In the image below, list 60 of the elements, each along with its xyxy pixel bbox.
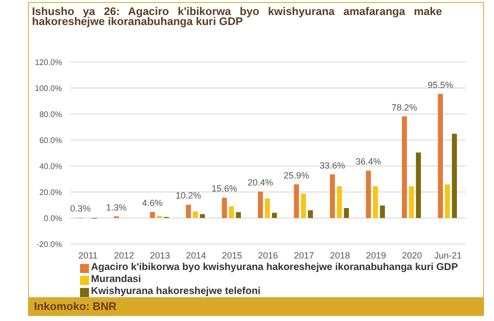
y-tick-label: 20.0%: [39, 188, 62, 197]
bar: [228, 206, 234, 218]
x-tick-label: 2012: [114, 250, 134, 260]
bar: [408, 186, 414, 218]
x-tick-label: 2015: [222, 250, 242, 260]
bar: [330, 174, 335, 218]
bar: [258, 191, 263, 218]
data-label: 0.3%: [70, 204, 91, 214]
bar: [308, 210, 313, 218]
x-tick-label: 2018: [330, 250, 350, 260]
x-tick-label: 2017: [294, 250, 314, 260]
bar: [416, 152, 421, 218]
bar: [236, 212, 241, 218]
bar: [402, 116, 407, 218]
x-tick-label: 2013: [150, 250, 170, 260]
bar: [380, 206, 385, 218]
text: Inkomoko: BNR: [28, 298, 484, 316]
x-tick-label: 2019: [366, 250, 386, 260]
data-label: 25.9%: [284, 170, 310, 180]
data-label: 4.6%: [142, 198, 163, 208]
data-label: 78.2%: [392, 102, 418, 112]
y-tick-label: 100.0%: [34, 84, 62, 93]
bar: [186, 204, 191, 218]
bar: [344, 208, 349, 218]
data-label: 20.4%: [248, 177, 274, 188]
data-label: 15.6%: [212, 184, 238, 194]
x-tick-label: 2014: [186, 250, 206, 260]
x-tick-label: 2011: [78, 250, 98, 260]
bar: [264, 198, 270, 218]
data-label: 1.3%: [106, 202, 127, 212]
x-tick-label: 2020: [402, 250, 422, 260]
data-label: 36.4%: [356, 156, 382, 167]
chart-title: Ishusho ya 26: Agaciro k'ibikorwa byo kwishyurana amafaranga make hakoreshejwe ikoranabuhanga kuri GDP: [32, 6, 442, 28]
x-tick-label: Jun-21: [434, 250, 462, 260]
bar: [444, 184, 450, 218]
bar: [452, 134, 457, 218]
y-tick-label: 120.0%: [34, 58, 62, 67]
bar: [192, 212, 198, 218]
bar: [200, 214, 205, 218]
bar: [294, 184, 299, 218]
legend-label: Murandasi: [91, 274, 142, 286]
bar: [272, 212, 277, 218]
data-label: 95.5%: [428, 80, 454, 90]
y-tick-label: 40.0%: [39, 162, 62, 171]
bar: [336, 186, 342, 218]
y-tick-label: 60.0%: [39, 136, 62, 145]
y-tick-label: -20.0%: [36, 240, 62, 249]
y-tick-label: 80.0%: [39, 110, 62, 119]
bar: [150, 212, 155, 218]
bar: [222, 198, 227, 218]
y-tick-label: 0.0%: [44, 214, 62, 223]
data-label: 33.6%: [320, 160, 346, 170]
bar: [438, 94, 443, 218]
bar: [300, 194, 306, 218]
bar: [372, 186, 378, 218]
bar: [366, 170, 371, 218]
x-tick-label: 2016: [258, 250, 278, 260]
data-label: 10.2%: [176, 190, 202, 201]
legend-label: Agaciro k'ibikorwa byo kwishyurana hakoreshejwe ikoranabuhanga kuri GDP: [91, 262, 458, 274]
legend-label: Kwishyurana hakoreshejwe telefoni: [91, 286, 260, 298]
